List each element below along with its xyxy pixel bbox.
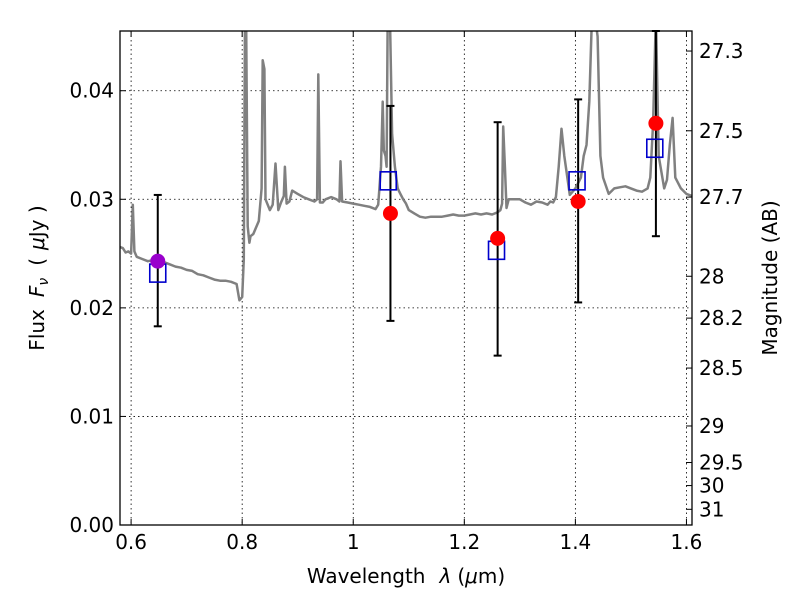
- magnitude-tick-label: 27.3: [699, 39, 744, 63]
- x-tick-label: 0.6: [115, 530, 147, 554]
- magnitude-tick-label: 28: [699, 264, 724, 288]
- x-tick-label: 1.2: [448, 530, 480, 554]
- magnitude-tick-label: 30: [699, 474, 724, 498]
- observed-flux-point: [570, 193, 586, 209]
- magnitude-tick-label: 27.5: [699, 119, 744, 143]
- y-axis-label: FluxFν(μJy ): [25, 205, 52, 350]
- x-tick-label: 0.8: [226, 530, 258, 554]
- y-tick-label: 0.00: [69, 513, 114, 537]
- y-tick-label: 0.01: [69, 404, 114, 428]
- x-tick-label: 1.4: [559, 530, 591, 554]
- x-axis-label: Wavelength λ (μm): [307, 564, 505, 588]
- y-tick-label: 0.02: [69, 296, 114, 320]
- magnitude-tick-label: 31: [699, 497, 724, 521]
- x-tick-label: 1: [347, 530, 360, 554]
- magnitude-axis-label: Magnitude (AB): [758, 200, 782, 355]
- x-axis-ticks: 0.6 0.8 1 1.2 1.4 1.6: [115, 31, 702, 554]
- model-flux-square: [645, 138, 664, 159]
- observed-flux-point: [490, 230, 506, 246]
- x-tick-label: 1.6: [671, 530, 703, 554]
- observed-flux-point: [382, 205, 398, 221]
- observed-flux-point: [150, 253, 166, 269]
- y-tick-label: 0.04: [69, 79, 114, 103]
- y-axis-ticks: 0.00 0.01 0.02 0.03 0.04: [69, 79, 126, 537]
- model-flux-square: [379, 171, 398, 191]
- magnitude-tick-label: 29.5: [699, 451, 744, 475]
- magnitude-tick-label: 28.5: [699, 356, 744, 380]
- observed-flux-point: [648, 115, 664, 131]
- magnitude-tick-label: 28.2: [699, 306, 744, 330]
- magnitude-tick-label: 29: [699, 414, 724, 438]
- model-flux-square: [568, 171, 586, 191]
- data-points: [148, 115, 664, 283]
- plot-frame: [119, 30, 693, 526]
- plot-background: [120, 31, 692, 525]
- model-spectrum-line: [120, 31, 692, 302]
- magnitude-tick-label: 27.7: [699, 185, 744, 209]
- y-tick-label: 0.03: [69, 187, 114, 211]
